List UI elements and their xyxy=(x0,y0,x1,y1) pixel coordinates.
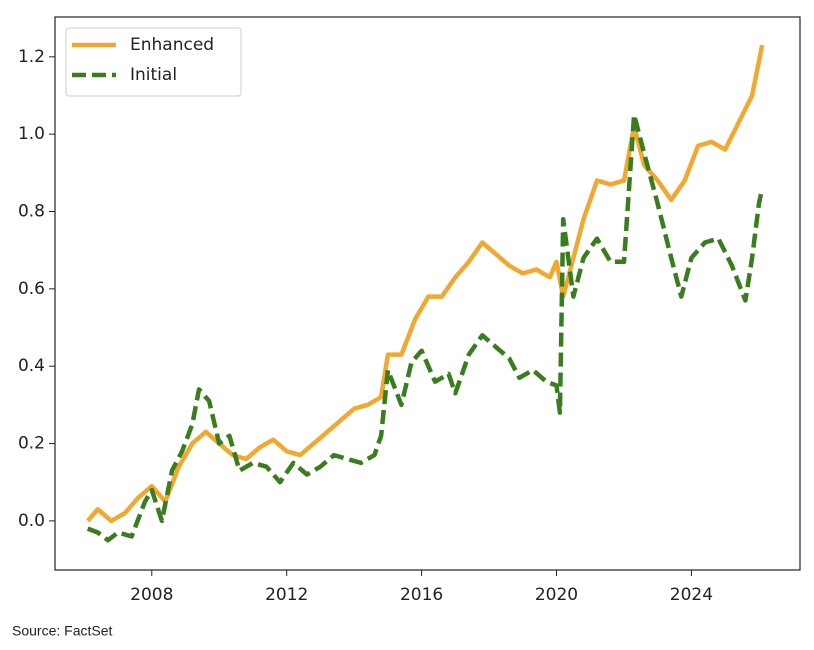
legend-label: Enhanced xyxy=(130,35,214,55)
series-line xyxy=(86,112,765,543)
y-tick-label: 0.0 xyxy=(18,511,45,531)
plot-frame xyxy=(54,16,801,571)
x-tick-label: 2012 xyxy=(265,585,308,605)
y-tick-label: 1.0 xyxy=(18,124,45,144)
source-note: Source: FactSet xyxy=(12,623,112,639)
series-line xyxy=(86,44,765,524)
y-tick-label: 1.2 xyxy=(18,47,45,67)
x-tick-label: 2020 xyxy=(535,585,578,605)
y-tick-label: 0.2 xyxy=(18,434,45,454)
legend-label: Initial xyxy=(130,65,177,85)
x-tick-label: 2024 xyxy=(670,585,713,605)
y-tick-label: 0.8 xyxy=(18,202,45,222)
y-tick-label: 0.4 xyxy=(18,356,45,376)
y-tick-label: 0.6 xyxy=(18,279,45,299)
x-tick-label: 2016 xyxy=(400,585,443,605)
x-tick-label: 2008 xyxy=(130,585,173,605)
